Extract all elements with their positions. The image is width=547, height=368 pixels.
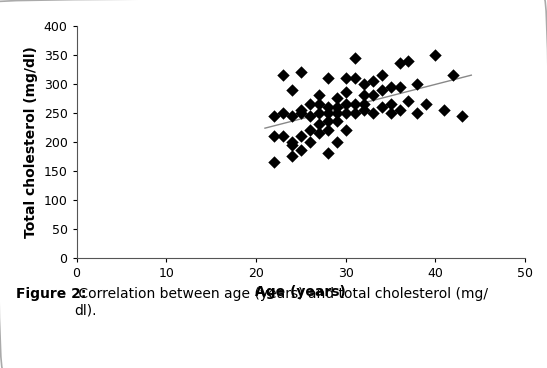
Point	[458, 113, 467, 118]
Text: Correlation between age (years) and total cholesterol (mg/
dl).: Correlation between age (years) and tota…	[74, 287, 488, 317]
Point	[350, 55, 359, 61]
Point	[413, 81, 422, 87]
Point	[323, 104, 332, 110]
Point	[315, 92, 323, 98]
Point	[350, 101, 359, 107]
Point	[404, 57, 413, 63]
Point	[315, 101, 323, 107]
Point	[305, 113, 314, 118]
Point	[333, 118, 341, 124]
Point	[359, 92, 368, 98]
Point	[359, 107, 368, 113]
Point	[315, 110, 323, 116]
Point	[333, 95, 341, 101]
Point	[296, 107, 305, 113]
Point	[377, 72, 386, 78]
Point	[315, 121, 323, 127]
Point	[296, 69, 305, 75]
Point	[368, 92, 377, 98]
Point	[368, 78, 377, 84]
Text: Figure 2:: Figure 2:	[16, 287, 87, 301]
Point	[341, 89, 350, 95]
Point	[377, 86, 386, 92]
Point	[359, 101, 368, 107]
Point	[431, 52, 440, 58]
Point	[288, 113, 296, 118]
Point	[395, 84, 404, 89]
Point	[386, 101, 395, 107]
Point	[333, 110, 341, 116]
Point	[315, 130, 323, 136]
Point	[333, 104, 341, 110]
Point	[270, 113, 278, 118]
Point	[341, 110, 350, 116]
Point	[305, 101, 314, 107]
Point	[368, 110, 377, 116]
Point	[440, 107, 449, 113]
Point	[404, 98, 413, 104]
Point	[386, 84, 395, 89]
Point	[341, 101, 350, 107]
Point	[449, 72, 458, 78]
Point	[296, 110, 305, 116]
Point	[305, 139, 314, 145]
Point	[305, 127, 314, 133]
Point	[323, 75, 332, 81]
Point	[323, 110, 332, 116]
Point	[288, 86, 296, 92]
Point	[296, 133, 305, 139]
Point	[278, 110, 287, 116]
Point	[270, 159, 278, 165]
Point	[395, 107, 404, 113]
Point	[377, 104, 386, 110]
Point	[288, 139, 296, 145]
X-axis label: Age (years): Age (years)	[255, 285, 346, 299]
Point	[386, 110, 395, 116]
Point	[323, 118, 332, 124]
Point	[350, 75, 359, 81]
Point	[413, 110, 422, 116]
Point	[288, 153, 296, 159]
Point	[278, 133, 287, 139]
Point	[341, 127, 350, 133]
Point	[341, 75, 350, 81]
Point	[270, 133, 278, 139]
Point	[323, 150, 332, 156]
Point	[323, 127, 332, 133]
Point	[422, 101, 431, 107]
Point	[395, 60, 404, 66]
Point	[296, 148, 305, 153]
Point	[278, 72, 287, 78]
Point	[333, 139, 341, 145]
Y-axis label: Total cholesterol (mg/dl): Total cholesterol (mg/dl)	[24, 46, 38, 238]
Point	[350, 110, 359, 116]
Point	[359, 81, 368, 87]
Point	[288, 142, 296, 148]
